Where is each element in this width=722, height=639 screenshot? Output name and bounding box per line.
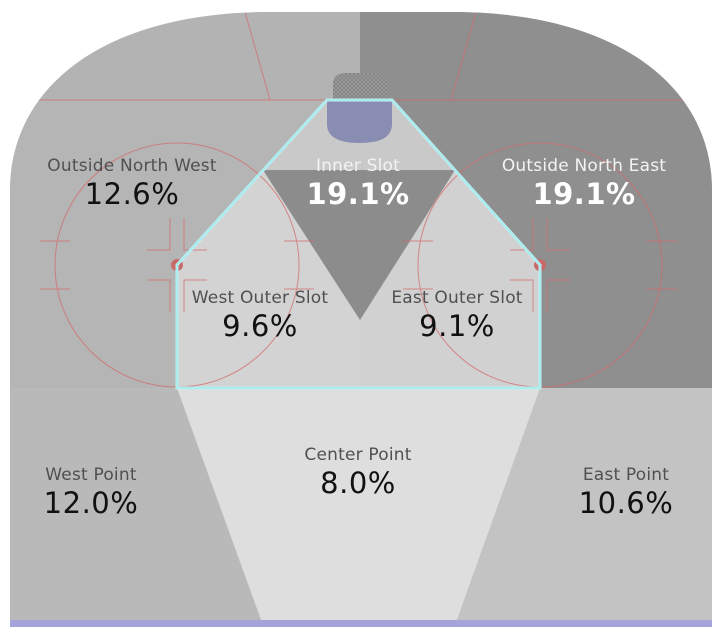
zone-inner-slot: [263, 170, 455, 320]
zone-name: Outside North East: [501, 156, 667, 176]
zone-east-point: [450, 388, 712, 627]
label-outside-north-east: Outside North East 19.1%: [502, 158, 666, 209]
zone-name: East Outer Slot: [391, 288, 523, 308]
zone-value: 12.6%: [84, 177, 180, 211]
zone-value: 19.1%: [306, 177, 410, 211]
zone-name: Inner Slot: [315, 156, 400, 176]
zone-value: 10.6%: [578, 486, 674, 520]
zone-west-point: [10, 388, 268, 627]
zone-name: Outside North West: [47, 156, 217, 176]
zone-value: 9.1%: [419, 309, 495, 343]
label-west-outer-slot: West Outer Slot 9.6%: [192, 290, 328, 341]
zone-east-outer-slot: [360, 100, 540, 388]
zone-behind-net-west: [10, 12, 360, 100]
zone-name: West Outer Slot: [191, 288, 329, 308]
label-outside-north-west: Outside North West 12.6%: [47, 158, 216, 209]
zone-value: 9.6%: [222, 309, 298, 343]
zone-west-outer-slot: [177, 100, 360, 388]
zone-name: Center Point: [304, 445, 412, 465]
label-east-point: East Point 10.6%: [579, 467, 674, 518]
slot-highlight-glow: [176, 99, 541, 389]
zone-value: 12.0%: [43, 486, 139, 520]
zone-name: East Point: [582, 465, 670, 485]
zone-behind-net-east: [360, 12, 712, 100]
label-center-point: Center Point 8.0%: [304, 447, 411, 498]
label-west-point: West Point 12.0%: [44, 467, 139, 518]
zone-name: West Point: [45, 465, 137, 485]
label-east-outer-slot: East Outer Slot 9.1%: [391, 290, 522, 341]
zone-outside-north-east: [390, 100, 712, 388]
zone-value: 8.0%: [320, 466, 396, 500]
zone-outside-north-west: [10, 100, 327, 388]
goal-line-strip: [10, 620, 712, 627]
label-inner-slot: Inner Slot 19.1%: [306, 158, 409, 209]
zone-center-point: [177, 388, 540, 627]
goal-net: [333, 73, 387, 100]
goal-crease: [327, 101, 392, 143]
zone-value: 19.1%: [532, 177, 636, 211]
